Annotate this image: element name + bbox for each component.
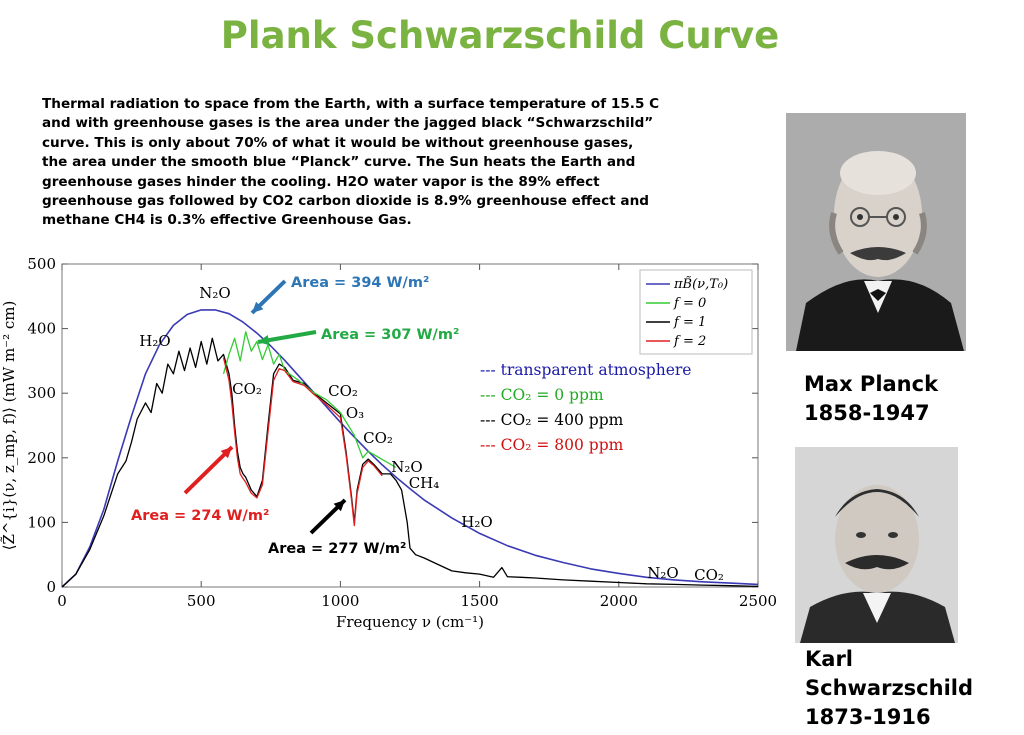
x-tick-label: 0: [57, 592, 67, 610]
intro-line: curve. This is only about 70% of what it…: [42, 134, 634, 151]
scenario-legend-item: --- transparent atmosphere: [480, 361, 691, 379]
molecule-label: CO₂: [328, 382, 358, 400]
schwarzschild-portrait-photo: [795, 447, 958, 643]
x-tick-label: 2500: [739, 592, 777, 610]
y-tick-label: 500: [27, 255, 56, 273]
molecule-label: H₂O: [139, 332, 170, 350]
schwarzschild-name: Karl Schwarzschild: [805, 647, 973, 700]
y-tick-label: 200: [27, 449, 56, 467]
intro-line: methane CH4 is 0.3% effective Greenhouse…: [42, 212, 412, 229]
intro-paragraph: Thermal radiation to space from the Eart…: [42, 95, 742, 231]
molecule-label: N₂O: [391, 458, 422, 476]
intro-line: greenhouse gas followed by CO2 carbon di…: [42, 193, 649, 210]
molecule-label: O₃: [346, 404, 364, 422]
intro-line: and with greenhouse gases is the area un…: [42, 115, 654, 132]
molecule-label: CH₄: [409, 474, 440, 492]
y-axis-title: ⟨Z̃^{i}(ν, z_mp, f)⟩ (mW m⁻² cm): [0, 301, 18, 551]
x-tick-label: 500: [187, 592, 216, 610]
intro-line: the area under the smooth blue “Planck” …: [42, 154, 636, 171]
molecule-label: N₂O: [199, 284, 230, 302]
slide-title: Plank Schwarzschild Curve: [220, 14, 780, 57]
area-annotation: Area = 307 W/m²: [321, 327, 459, 343]
series-line-f2-curve: [222, 357, 383, 527]
x-tick-label: 1000: [321, 592, 359, 610]
molecule-label: CO₂: [232, 380, 262, 398]
x-axis-title: Frequency ν (cm⁻¹): [336, 613, 484, 631]
molecule-label: CO₂: [363, 429, 393, 447]
area-annotation: Area = 274 W/m²: [131, 508, 269, 524]
series-line-f0-curve: [222, 331, 397, 469]
annotation-arrowhead: [333, 500, 345, 512]
annotation-arrowhead: [258, 335, 270, 346]
intro-line: Thermal radiation to space from the Eart…: [42, 96, 660, 112]
schwarzschild-years: 1873-1916: [805, 705, 931, 729]
series-line-planck-curve: [61, 309, 759, 588]
molecule-label: N₂O: [647, 564, 678, 582]
x-tick-label: 2000: [600, 592, 638, 610]
legend-label: f = 2: [673, 334, 706, 349]
area-annotation: Area = 277 W/m²: [268, 541, 406, 557]
y-tick-label: 300: [27, 384, 56, 402]
planck-caption: Max Planck 1858-1947: [804, 370, 938, 428]
planck-portrait-photo: [786, 113, 966, 351]
schwarzschild-caption: Karl Schwarzschild 1873-1916: [805, 645, 1024, 732]
legend-label: f = 0: [673, 296, 706, 311]
intro-line: greenhouse gases hinder the cooling. H2O…: [42, 173, 600, 190]
molecule-label: CO₂: [694, 566, 724, 584]
planck-years: 1858-1947: [804, 401, 930, 425]
plot-frame: [61, 263, 759, 588]
legend-label: f = 1: [673, 315, 706, 330]
annotation-arrowhead: [252, 301, 264, 313]
planck-name: Max Planck: [804, 372, 939, 396]
area-annotation: Area = 394 W/m²: [291, 275, 429, 291]
x-tick-label: 1500: [461, 592, 499, 610]
y-tick-label: 100: [27, 513, 56, 531]
annotation-arrowhead: [220, 447, 232, 459]
y-tick-label: 400: [27, 320, 56, 338]
legend-label: πB̃(ν,T₀): [673, 276, 728, 292]
scenario-legend-item: --- CO₂ = 0 ppm: [480, 386, 604, 404]
molecule-label: H₂O: [461, 513, 492, 531]
spectrum-chart: 0 500 1000 1500 2000 2500 0 100 200 300 400 500 Freq…: [0, 255, 777, 631]
scenario-legend-item: --- CO₂ = 800 ppm: [480, 436, 624, 454]
annotation-arrow: [183, 445, 234, 495]
scenario-legend-item: --- CO₂ = 400 ppm: [480, 411, 624, 429]
y-tick-label: 0: [46, 578, 56, 596]
